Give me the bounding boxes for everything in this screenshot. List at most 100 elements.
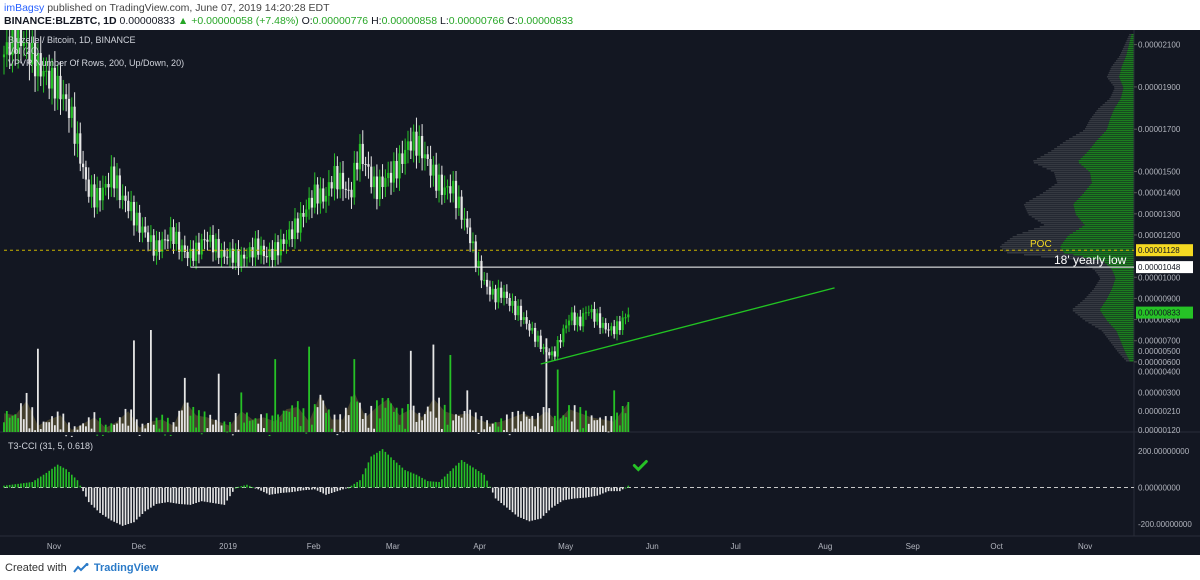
volume-bar bbox=[231, 434, 234, 436]
vpvr-row-down bbox=[1056, 180, 1092, 182]
volume-bar bbox=[435, 417, 438, 432]
volume-bar bbox=[336, 434, 339, 436]
cci-bar bbox=[167, 487, 169, 503]
volume-bar bbox=[604, 416, 607, 432]
vpvr-row-down bbox=[1034, 228, 1080, 230]
volume-bar bbox=[161, 414, 164, 432]
vpvr-row-up bbox=[1120, 70, 1134, 72]
candle-body bbox=[361, 143, 364, 165]
candle-body bbox=[375, 176, 378, 200]
volume-bar bbox=[627, 401, 630, 432]
cci-bar bbox=[500, 487, 502, 504]
vpvr-row-down bbox=[1121, 52, 1127, 54]
cci-bar bbox=[223, 487, 226, 505]
vpvr-row-up bbox=[1091, 178, 1134, 180]
candle-body bbox=[406, 141, 410, 150]
cci-bar bbox=[54, 466, 56, 488]
candle-body bbox=[59, 75, 62, 100]
candle-body bbox=[11, 30, 14, 56]
vpvr-row-down bbox=[1040, 222, 1083, 224]
vpvr-row-down bbox=[1038, 164, 1082, 166]
vpvr-row-up bbox=[1131, 34, 1134, 36]
symbol-ohlc-line: BINANCE:BLZBTC, 1D 0.00000833 ▲ +0.00000… bbox=[4, 15, 573, 27]
vpvr-row-down bbox=[1085, 128, 1108, 130]
vpvr-row-up bbox=[1113, 284, 1134, 286]
candle-body bbox=[141, 226, 144, 233]
cci-bar bbox=[308, 487, 310, 490]
cci-bar bbox=[424, 479, 426, 488]
candle-body bbox=[539, 335, 542, 349]
author-link[interactable]: imBagsy bbox=[4, 2, 45, 14]
vpvr-row-up bbox=[1128, 358, 1134, 360]
volume-bar bbox=[452, 420, 455, 432]
candle-body bbox=[305, 209, 308, 217]
volume-bar bbox=[551, 426, 553, 432]
cci-bar bbox=[164, 487, 166, 503]
cci-bar bbox=[489, 486, 491, 488]
candle-body bbox=[593, 309, 596, 322]
candle-body bbox=[502, 291, 506, 298]
candle-body bbox=[440, 174, 443, 195]
vpvr-row-up bbox=[1104, 132, 1134, 134]
vpvr-row-up bbox=[1103, 304, 1134, 306]
cci-bar bbox=[203, 487, 206, 502]
vpvr-row-down bbox=[1077, 314, 1104, 316]
cci-bar bbox=[587, 487, 590, 498]
vpvr-row-down bbox=[1093, 114, 1112, 116]
candle-body bbox=[333, 166, 336, 189]
vpvr-row-down bbox=[1118, 56, 1126, 58]
volume-bar bbox=[133, 340, 135, 432]
vpvr-row-up bbox=[1105, 300, 1134, 302]
vpvr-row-up bbox=[1122, 92, 1134, 94]
vpvr-row-up bbox=[1112, 286, 1134, 288]
vpvr-row-down bbox=[1095, 112, 1113, 114]
vpvr-row-down bbox=[1112, 64, 1123, 66]
vpvr-row-down bbox=[1057, 146, 1092, 148]
time-axis: Nov Dec 2019 Feb Mar Apr May Jun Jul Aug Sep Oct Nov bbox=[47, 542, 1092, 551]
volume-bar bbox=[407, 404, 409, 432]
vpvr-row-up bbox=[1123, 88, 1134, 90]
cci-bar bbox=[491, 487, 494, 493]
vpvr-row-up bbox=[1129, 40, 1134, 42]
candle-body bbox=[525, 317, 528, 324]
vpvr-row-down bbox=[1096, 284, 1114, 286]
cci-pane bbox=[3, 449, 1134, 526]
vpvr-row-up bbox=[1114, 280, 1134, 282]
cci-bar bbox=[398, 465, 401, 488]
vpvr-row-up bbox=[1090, 176, 1134, 178]
cci-bar bbox=[48, 470, 50, 488]
vpvr-row-down bbox=[1043, 224, 1085, 226]
cci-bar bbox=[20, 483, 22, 488]
vpvr-row-down bbox=[1022, 232, 1073, 234]
poc-price-tag: 0.00001128 bbox=[1138, 246, 1180, 255]
volume-bar bbox=[469, 409, 472, 432]
vpvr-row-up bbox=[1107, 128, 1134, 130]
vpvr-row-up bbox=[1109, 292, 1134, 294]
vpvr-row-up bbox=[1109, 120, 1134, 122]
vpvr-row-up bbox=[1114, 274, 1134, 276]
vpvr-row-down bbox=[1095, 326, 1113, 328]
vpvr-row-down bbox=[1050, 170, 1089, 172]
time-tick-label: 2019 bbox=[219, 542, 237, 551]
candle-body bbox=[243, 254, 246, 259]
candle-body bbox=[409, 141, 412, 151]
tradingview-brand[interactable]: TradingView bbox=[93, 562, 159, 574]
candle-body bbox=[282, 239, 285, 244]
cci-bar bbox=[395, 462, 398, 488]
cci-bar bbox=[426, 481, 429, 488]
vpvr-row-down bbox=[1106, 336, 1119, 338]
volume-bar bbox=[99, 417, 101, 432]
cci-bar bbox=[559, 487, 562, 503]
cci-bar bbox=[155, 487, 158, 504]
chart-area[interactable]: POC 18' yearly low 0.00002100 0.00001900 0.… bbox=[0, 30, 1200, 555]
volume-bar bbox=[491, 423, 494, 432]
cci-bar bbox=[328, 487, 330, 494]
cci-bar bbox=[229, 487, 231, 497]
vpvr-row-up bbox=[1104, 262, 1134, 264]
vpvr-row-up bbox=[1122, 344, 1134, 346]
vpvr-row-up bbox=[1124, 350, 1134, 352]
vpvr-row-down bbox=[1102, 104, 1117, 106]
vpvr-row-down bbox=[1034, 218, 1080, 220]
vpvr-row-up bbox=[1090, 172, 1134, 174]
